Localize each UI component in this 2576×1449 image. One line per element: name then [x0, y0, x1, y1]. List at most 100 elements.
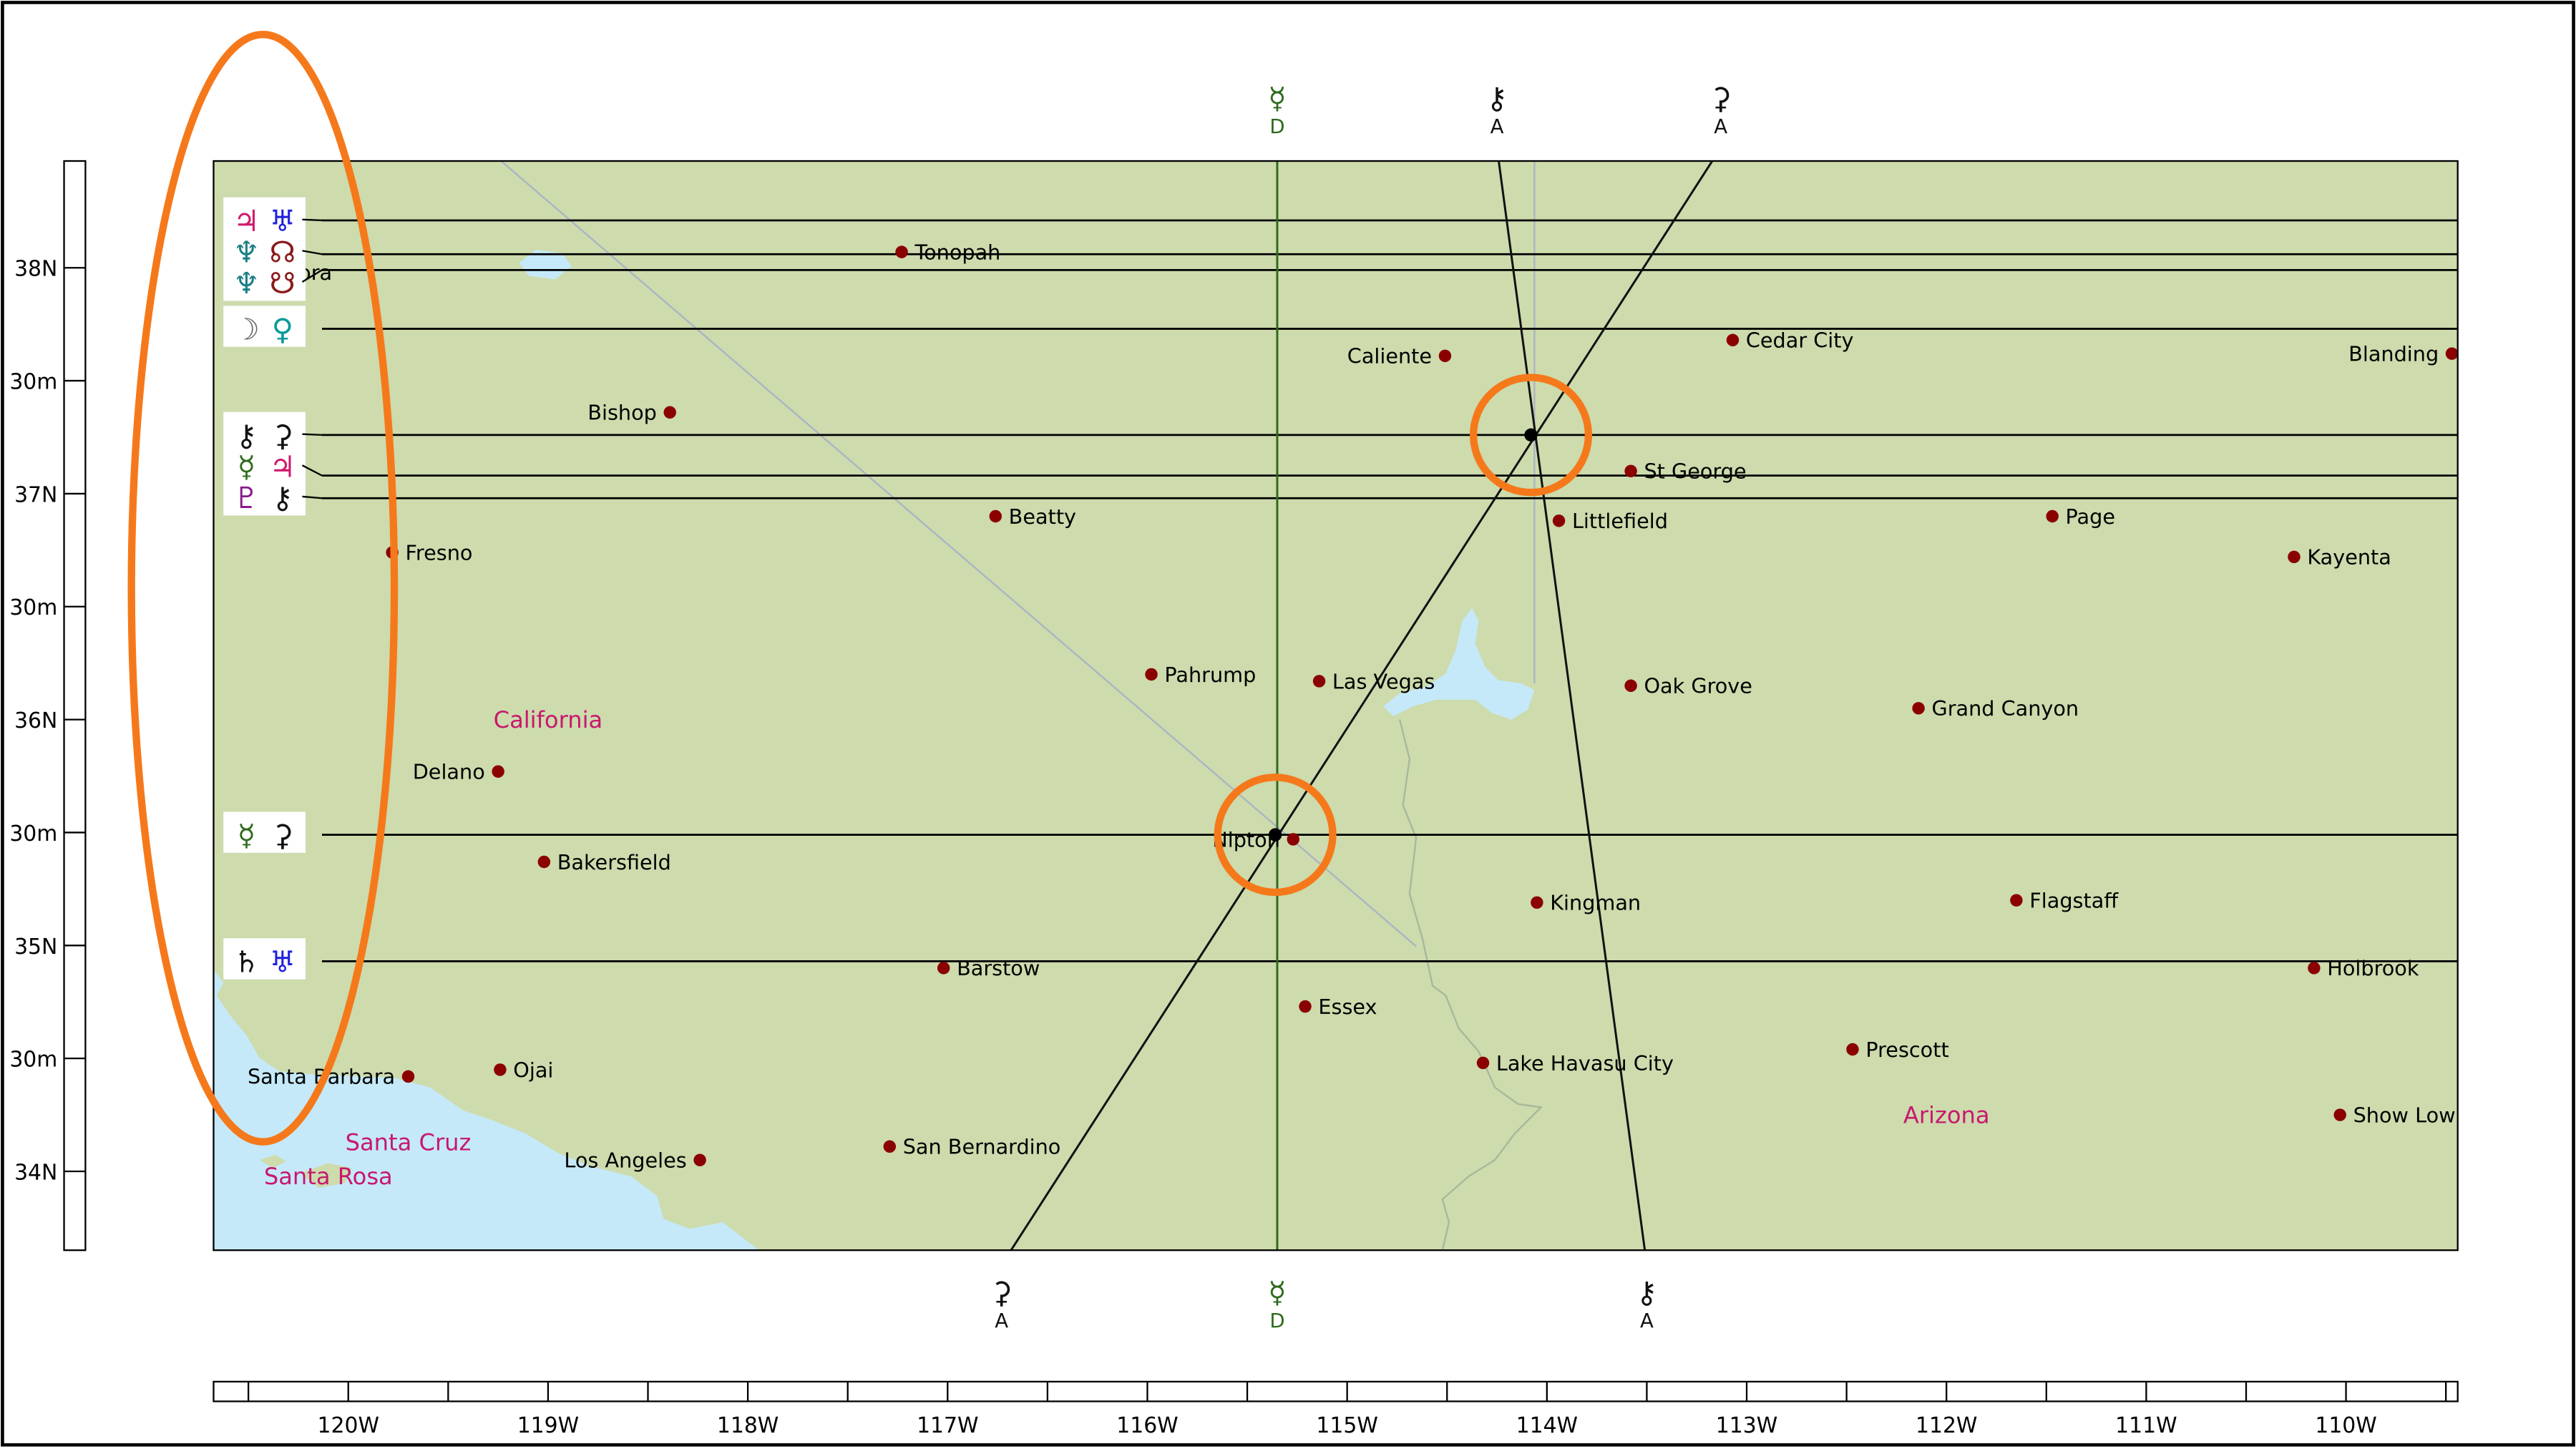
paran-glyph-1: ♆ [233, 235, 260, 269]
island-label: Santa Cruz [346, 1128, 472, 1156]
lat-tick-label: 34N [14, 1160, 57, 1185]
city-label: Holbrook [2327, 956, 2419, 980]
angle-code-top: A [1714, 115, 1727, 138]
city-dot [494, 1063, 507, 1076]
paran-box [223, 938, 306, 980]
paran-box [223, 197, 306, 301]
city-label: Delano [413, 760, 485, 784]
paran-glyph-1: ☿ [238, 819, 255, 853]
lon-tick-label: 110W [2315, 1413, 2376, 1438]
lon-tick-label: 120W [318, 1413, 379, 1438]
city-label: Pahrump [1164, 663, 1256, 687]
paran-glyph-2: ⚳ [272, 819, 293, 853]
lon-tick-label: 111W [2115, 1413, 2177, 1438]
city-label: Barstow [957, 956, 1040, 980]
city-dot [2046, 509, 2059, 523]
lat-tick-label: 30m [9, 1048, 57, 1073]
city-dot [401, 1070, 415, 1083]
city-dot [2010, 894, 2023, 907]
paran-glyph-2: ⚷ [272, 481, 293, 515]
state-label: California [494, 706, 603, 733]
city-label: Fresno [406, 540, 473, 565]
city-dot [492, 765, 504, 778]
city-dot [1145, 668, 1158, 681]
paran-highlight-ellipse [127, 31, 399, 1146]
angle-code-bottom: A [1640, 1309, 1654, 1332]
lat-tick-label: 38N [14, 257, 57, 282]
paran-glyph-2: ♃ [269, 449, 296, 484]
city-label: St George [1644, 459, 1746, 484]
city-dot [2308, 962, 2321, 975]
city-label: Los Angeles [564, 1148, 686, 1173]
paran-connector [302, 433, 323, 436]
city-dot [2288, 550, 2301, 564]
city-dot [1299, 1000, 1312, 1013]
angle-glyph-bottom: ☿ [1268, 1276, 1286, 1310]
city-label: Page [2066, 504, 2115, 529]
city-label: Show Low [2353, 1103, 2456, 1127]
pacific-ocean [213, 969, 759, 1251]
paran-glyph-2: ☋ [270, 266, 296, 301]
paran-glyph-2: ☊ [270, 235, 296, 269]
paran-glyph-1: ♇ [233, 481, 260, 515]
paran-glyph-1: ☿ [238, 449, 255, 484]
city-dot [1846, 1043, 1859, 1056]
angle-code-bottom: D [1269, 1309, 1284, 1332]
colorado-river [1399, 719, 1543, 1251]
city-label: Blanding [2348, 342, 2439, 366]
paran-connector [301, 269, 323, 283]
island-santa-cruz [364, 1150, 441, 1176]
angle-lines [1010, 161, 1714, 1251]
lon-scale-bar [213, 1380, 2459, 1402]
paran-glyph-1: ☽ [233, 312, 260, 346]
paran-lines [322, 219, 2458, 962]
city-label: Grand Canyon [1931, 696, 2079, 721]
lat-tick-label: 37N [14, 482, 57, 507]
city-label: Bishop [587, 401, 657, 425]
crossing-point [1524, 428, 1538, 442]
angle-glyph-top: ⚳ [1710, 82, 1732, 116]
paran-glyph-legend: ♃ ♅♆ ☊♆ ☋☽ ♀⚷ ⚳☿ ♃♇ ⚷☿ ⚳♄ ♅ [223, 197, 323, 980]
paran-glyph-2: ♀ [272, 312, 293, 346]
city-label: Kayenta [2307, 545, 2391, 570]
lon-tick-label: 116W [1116, 1413, 1178, 1438]
city-label: Ojai [513, 1058, 553, 1082]
lon-tick-label: 112W [1916, 1413, 1977, 1438]
paran-glyph-1: ♆ [233, 266, 260, 301]
city-label: Bakersfield [557, 850, 671, 874]
angle-line [1497, 161, 1646, 1251]
city-dot [1726, 333, 1740, 346]
lon-tick-label: 119W [517, 1413, 579, 1438]
paran-glyph-1: ♃ [233, 204, 260, 238]
angle-code-bottom: A [995, 1309, 1008, 1332]
city-label: San Bernardino [903, 1135, 1061, 1159]
paran-glyph-2: ⚳ [272, 419, 293, 453]
paran-glyph-2: ♅ [269, 204, 296, 238]
city-label: Caliente [1347, 344, 1432, 369]
city-dot [1438, 349, 1452, 363]
lat-tick-label: 30m [9, 821, 57, 847]
city-dot [663, 406, 676, 419]
city-label: Oak Grove [1644, 674, 1752, 698]
city-dot [2333, 1108, 2346, 1121]
angle-glyph-bottom: ⚳ [991, 1276, 1013, 1310]
city-dot [693, 1153, 706, 1166]
city-label: Flagstaff [2029, 888, 2119, 912]
angle-glyph-top: ⚷ [1486, 82, 1508, 116]
city-label: Prescott [1865, 1038, 1948, 1062]
island-san-miguel [259, 1155, 286, 1169]
angle-code-top: A [1491, 115, 1504, 138]
paran-connector [301, 464, 323, 477]
lon-tick-label: 118W [717, 1413, 779, 1438]
crossing-highlight-circle [1214, 774, 1337, 897]
city-label: Beatty [1009, 504, 1076, 529]
lon-scale: 120W 119W 118W 117W 116W 115W 114W 113W 112W 111W… [247, 1381, 2447, 1438]
paran-glyph-2: ♅ [269, 945, 296, 979]
lat-tick-label: 36N [14, 708, 57, 733]
city-dot [537, 855, 551, 869]
paran-connector [302, 495, 323, 499]
paran-glyph-1: ♄ [233, 945, 260, 979]
